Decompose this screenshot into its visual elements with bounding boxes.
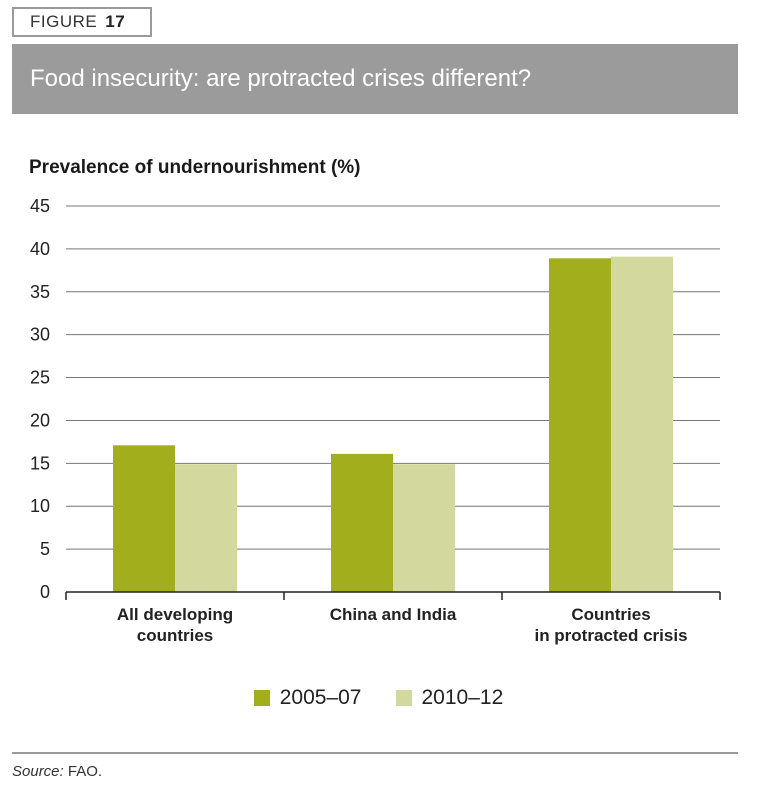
y-tick-label-20: 20 bbox=[30, 410, 50, 430]
legend-label-2010: 2010–12 bbox=[421, 686, 504, 709]
source-text: FAO. bbox=[63, 763, 103, 780]
y-tick-label-25: 25 bbox=[30, 368, 50, 388]
legend-swatch-2005 bbox=[253, 690, 270, 706]
bar-chart: 0 5 10 15 20 25 30 35 40 45 All developing countrie… bbox=[30, 196, 721, 645]
figure-label: FIGURE 17 bbox=[12, 7, 152, 37]
chart-title: Food insecurity: are protracted crises d… bbox=[30, 65, 532, 92]
x-category-label-0-1: countries bbox=[137, 626, 214, 645]
title-bar: Food insecurity: are protracted crises d… bbox=[12, 44, 738, 114]
y-tick-label-45: 45 bbox=[30, 196, 50, 216]
x-category-label-1-0: China and India bbox=[330, 605, 457, 624]
legend-label-2005: 2005–07 bbox=[279, 686, 362, 709]
y-axis-title: Prevalence of undernourishment (%) bbox=[29, 157, 361, 178]
bar-1-0 bbox=[331, 453, 393, 592]
figure-number: 17 bbox=[105, 12, 126, 31]
bar-0-0 bbox=[113, 445, 175, 592]
y-tick-label-30: 30 bbox=[30, 325, 50, 345]
x-category-label-2-0: Countries bbox=[571, 605, 650, 624]
bar-1-1 bbox=[393, 464, 455, 592]
y-tick-label-15: 15 bbox=[30, 453, 50, 473]
x-category-label-0-0: All developing bbox=[117, 605, 233, 624]
x-category-label-2-1: in protracted crisis bbox=[534, 626, 687, 645]
y-tick-label-35: 35 bbox=[30, 282, 50, 302]
bar-2-0 bbox=[549, 258, 611, 592]
legend: 2005–07 2010–12 bbox=[0, 686, 757, 710]
legend-item-2010: 2010–12 bbox=[395, 686, 504, 710]
y-tick-label-0: 0 bbox=[40, 582, 50, 602]
source-note: Source: FAO. bbox=[12, 763, 102, 780]
figure-label-text: FIGURE bbox=[30, 12, 98, 31]
legend-swatch-2010 bbox=[395, 690, 412, 706]
bar-2-1 bbox=[611, 256, 673, 592]
y-tick-label-40: 40 bbox=[30, 239, 50, 259]
bar-0-1 bbox=[175, 464, 237, 592]
legend-item-2005: 2005–07 bbox=[253, 686, 362, 710]
source-lead: Source: bbox=[12, 763, 64, 780]
source-divider bbox=[12, 752, 738, 754]
y-tick-label-10: 10 bbox=[30, 496, 50, 516]
y-tick-label-5: 5 bbox=[40, 539, 50, 559]
